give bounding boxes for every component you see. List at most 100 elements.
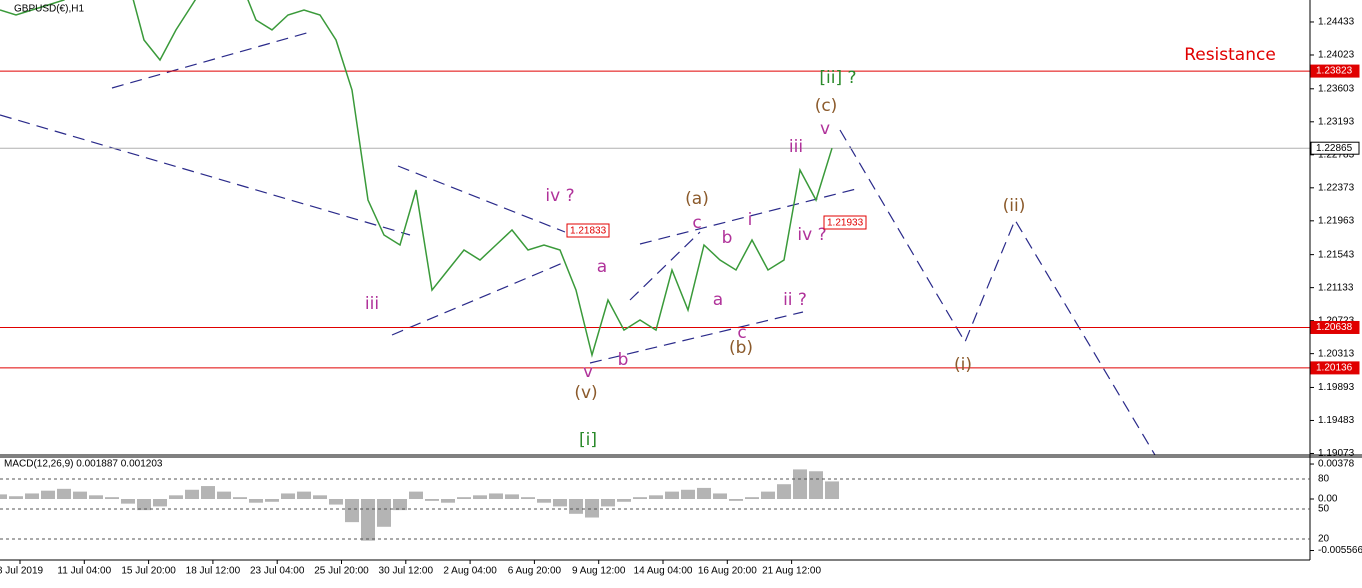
y-tick-label: 1.23193: [1318, 116, 1355, 127]
level-label: 1.20638: [1316, 322, 1353, 333]
macd-bar: [553, 499, 567, 507]
y-tick-label: 1.23603: [1318, 83, 1355, 94]
macd-tick-label: 0.00378: [1318, 459, 1355, 470]
annotation: (i): [954, 355, 972, 375]
macd-bar: [681, 489, 695, 500]
macd-bar: [89, 495, 103, 500]
y-tick-label: 1.20313: [1318, 348, 1355, 359]
y-tick-label: 1.22783: [1318, 149, 1355, 160]
macd-bar: [329, 499, 343, 505]
macd-bar: [345, 499, 359, 523]
macd-bar: [9, 496, 23, 500]
annotation: b: [618, 350, 629, 370]
y-tick-label: 1.19483: [1318, 415, 1355, 426]
macd-bar: [313, 495, 327, 500]
stoch-tick-label: 50: [1318, 504, 1330, 515]
macd-bar: [281, 493, 295, 500]
macd-bar: [57, 488, 71, 500]
annotation: a: [713, 290, 723, 310]
trend-line: [111, 31, 311, 89]
macd-bar: [105, 497, 119, 500]
y-tick-label: 1.21963: [1318, 215, 1355, 226]
macd-bar: [745, 497, 759, 500]
annotation: a: [597, 257, 607, 277]
macd-bar: [617, 499, 631, 502]
stoch-tick-label: 20: [1318, 534, 1330, 545]
x-tick-label: 21 Aug 12:00: [762, 566, 821, 577]
macd-bar: [505, 494, 519, 500]
macd-bar: [185, 489, 199, 500]
trend-line: [397, 165, 566, 233]
macd-tick-label: -0.005566: [1318, 545, 1362, 556]
annotation: b: [722, 228, 733, 248]
annotation: [ii] ?: [819, 68, 856, 88]
macd-bar: [169, 495, 183, 500]
annotation: iv ?: [545, 186, 574, 206]
annotation: Resistance: [1184, 45, 1276, 65]
x-tick-label: 6 Aug 20:00: [508, 566, 562, 577]
macd-bar: [249, 499, 263, 503]
macd-bar: [457, 497, 471, 500]
macd-bar: [809, 471, 823, 500]
macd-bar: [489, 493, 503, 500]
annotation: (b): [729, 338, 753, 358]
price-box-label: 1.21933: [827, 218, 864, 229]
annotation: (v): [574, 383, 597, 403]
macd-bar: [793, 469, 807, 500]
macd-bar: [713, 493, 727, 500]
y-tick-label: 1.24023: [1318, 50, 1355, 61]
price-line: [0, 0, 833, 358]
macd-bar: [825, 481, 839, 500]
macd-bar: [425, 499, 439, 501]
level-label: 1.22865: [1316, 143, 1353, 154]
macd-bar: [393, 499, 407, 511]
annotation: i: [748, 210, 753, 230]
annotation: c: [692, 213, 701, 233]
y-tick-label: 1.24433: [1318, 17, 1355, 28]
macd-bar: [233, 497, 247, 500]
macd-bar: [121, 499, 135, 504]
x-tick-label: 30 Jul 12:00: [379, 566, 434, 577]
trend-line: [0, 114, 411, 236]
macd-title: MACD(12,26,9) 0.001887 0.001203: [4, 459, 163, 470]
annotation: (a): [685, 189, 709, 209]
level-tag: [1310, 141, 1360, 155]
macd-bar: [377, 499, 391, 527]
macd-bar: [585, 499, 599, 518]
macd-bar: [601, 499, 615, 507]
macd-bar: [633, 497, 647, 500]
wave-labels: Resistance [ii] ? (c) v iii iv ? (a) c b…: [365, 45, 1276, 450]
macd-bar: [201, 486, 215, 500]
price-box: [566, 223, 610, 238]
x-tick-label: 16 Aug 20:00: [698, 566, 757, 577]
y-tick-label: 1.22373: [1318, 182, 1355, 193]
x-tick-label: 25 Jul 20:00: [314, 566, 369, 577]
level-label: 1.20136: [1316, 363, 1353, 374]
macd-bar: [665, 491, 679, 500]
annotation: iii: [365, 294, 379, 314]
price-box-label: 1.21833: [570, 226, 607, 237]
level-tag: [1310, 361, 1360, 375]
macd-bar: [0, 494, 7, 500]
level-tag: [1310, 320, 1360, 334]
macd-bar: [537, 499, 551, 503]
x-tick-label: 11 Jul 04:00: [57, 566, 111, 577]
y-tick-label: 1.19073: [1318, 448, 1355, 459]
macd-bar: [761, 491, 775, 500]
trend-line: [589, 311, 804, 364]
macd-bar: [217, 491, 231, 500]
x-tick-label: 9 Aug 12:00: [572, 566, 626, 577]
macd-bar: [25, 493, 39, 500]
trend-line: [391, 261, 566, 336]
macd-bar: [649, 495, 663, 500]
macd-bar: [153, 499, 167, 507]
macd-bar: [569, 499, 583, 514]
macd-bar: [137, 499, 151, 511]
x-tick-label: 15 Jul 20:00: [121, 566, 176, 577]
annotation: iii: [789, 137, 803, 157]
annotation: (c): [815, 96, 838, 116]
projection: [839, 129, 1156, 455]
annotation: ii ?: [783, 290, 807, 310]
x-tick-label: 2 Aug 04:00: [443, 566, 497, 577]
